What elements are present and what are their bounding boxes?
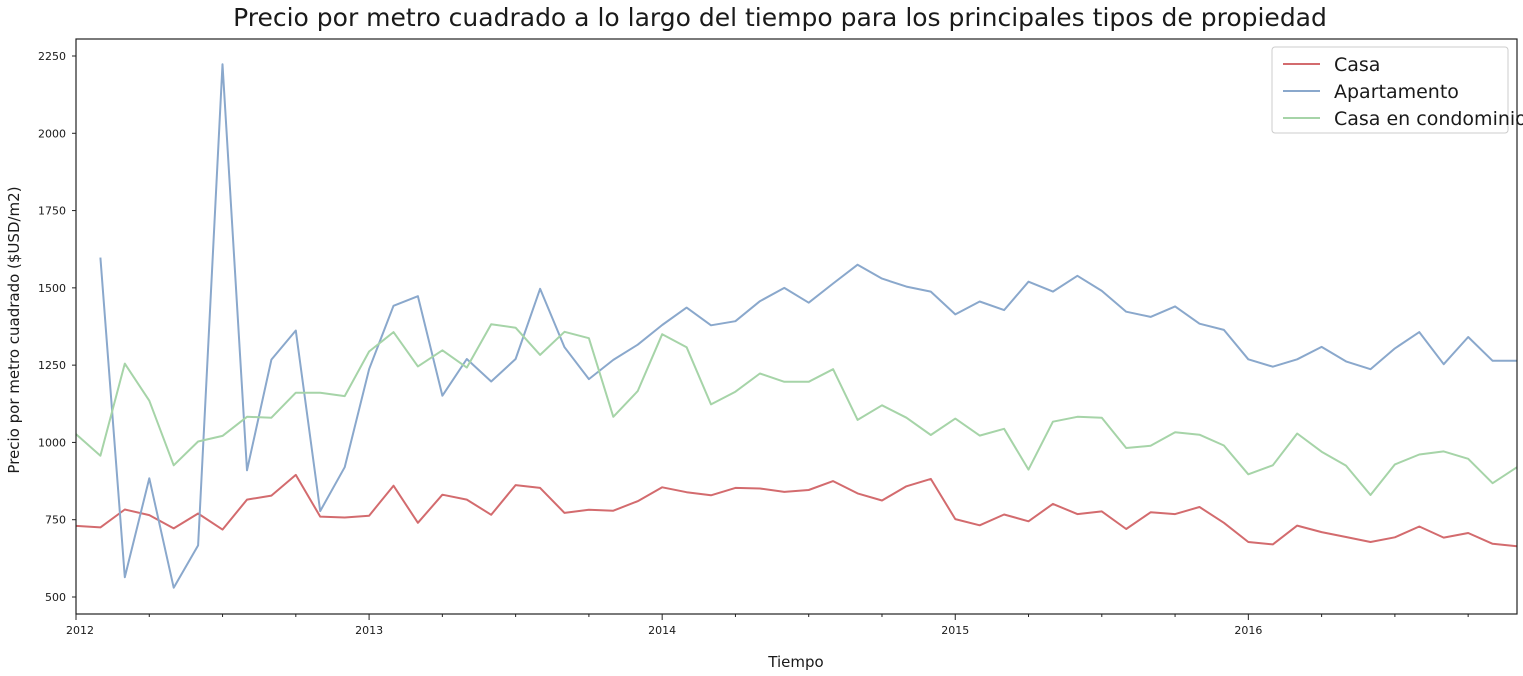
y-tick-label: 1250 [38,359,66,372]
y-tick-label: 1000 [38,436,66,449]
legend-box [1271,46,1509,134]
chart-title: Precio por metro cuadrado a lo largo del… [233,3,1327,32]
y-tick-label: 1750 [38,205,66,218]
series-layer [75,63,1518,589]
legend-label-casa: Casa [1334,54,1380,76]
x-tick-label: 2013 [355,624,383,637]
y-tick-label: 750 [45,514,66,527]
legend-label-casa-en-condominio: Casa en condominio [1334,108,1523,130]
x-tick-label: 2015 [941,624,969,637]
x-tick-label: 2012 [66,624,94,637]
plot-frame [75,38,1518,615]
y-tick-label: 500 [45,591,66,604]
series-line-apartamento [99,63,1517,589]
legend-label-apartamento: Apartamento [1334,81,1459,103]
y-axis-label: Precio por metro cuadrado ($USD/m2) [5,186,23,473]
y-tick-label: 2000 [38,127,66,140]
series-line-casa [75,473,1518,548]
legend: Casa Apartamento Casa en condominio [1271,46,1523,134]
plot-area [75,38,1518,615]
x-axis-label: Tiempo [767,653,823,671]
series-line-casa-en-condominio [75,323,1518,496]
x-tick-label: 2016 [1234,624,1262,637]
x-axis: 2012 2013 2014 2015 2016 [66,614,1469,637]
x-tick-label: 2014 [648,624,676,637]
y-tick-label: 1500 [38,282,66,295]
y-axis: 500 750 1000 1250 1500 1750 2000 2250 [38,50,76,604]
y-tick-label: 2250 [38,50,66,63]
